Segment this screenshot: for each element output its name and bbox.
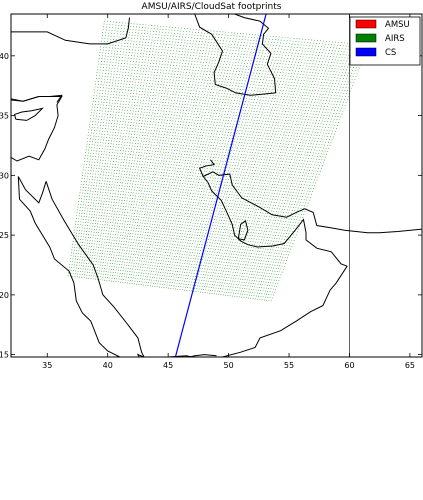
y-tick-label: 35 <box>0 112 9 121</box>
coastline-iran-coast <box>202 171 422 234</box>
y-tick-label: 20 <box>0 291 9 300</box>
plot-area <box>11 14 422 357</box>
cloudsat-track <box>174 14 267 357</box>
coastline-qatar <box>237 219 249 241</box>
coastline-red-sea-east <box>45 181 145 357</box>
coastline-anatolia-north <box>11 31 126 45</box>
chart-title: AMSU/AIRS/CloudSat footprints <box>142 2 282 12</box>
x-tick-label: 60 <box>344 361 354 370</box>
coastline-caspian-east <box>234 14 277 93</box>
airs-footprint-swath <box>67 20 369 302</box>
coastline-black-sea-east <box>125 17 130 39</box>
plot-frame <box>10 13 423 358</box>
legend-label-cs: CS <box>385 48 396 58</box>
y-tick-label: 30 <box>0 171 9 180</box>
coastline-caspian-west <box>194 14 276 96</box>
legend-label-amsu: AMSU <box>385 20 410 30</box>
coastlines <box>11 14 422 357</box>
cloudsat-track-layer <box>174 14 267 357</box>
x-axis-ticks: 35 40 45 50 55 60 65 <box>42 14 415 370</box>
coastline-gulf-bottom-left <box>189 354 217 357</box>
x-tick-label: 50 <box>223 361 233 370</box>
legend-swatch-amsu <box>355 19 377 29</box>
legend-swatch-cs <box>355 47 377 57</box>
coastline-cyprus <box>14 107 44 121</box>
x-tick-label: 65 <box>405 361 415 370</box>
y-tick-label: 40 <box>0 52 9 61</box>
coastline-sinai-gulf-aqaba <box>17 176 47 204</box>
coastline-anatolia-south <box>11 94 63 103</box>
legend: AMSU AIRS CS <box>349 16 421 66</box>
legend-swatch-airs <box>355 33 377 43</box>
coastline-africa-horn <box>136 353 145 357</box>
airs-footprint-dots <box>67 20 369 302</box>
x-tick-label: 35 <box>42 361 52 370</box>
coastline-shatt-al-arab <box>198 159 215 177</box>
y-tick-label: 25 <box>0 231 9 240</box>
y-tick-label: 15 <box>0 351 9 360</box>
x-tick-label: 55 <box>284 361 294 370</box>
x-tick-label: 45 <box>163 361 173 370</box>
coastline-red-sea-west <box>17 176 121 357</box>
coastline-gulf-north <box>202 176 348 357</box>
legend-label-airs: AIRS <box>385 34 405 44</box>
x-tick-label: 40 <box>103 361 113 370</box>
